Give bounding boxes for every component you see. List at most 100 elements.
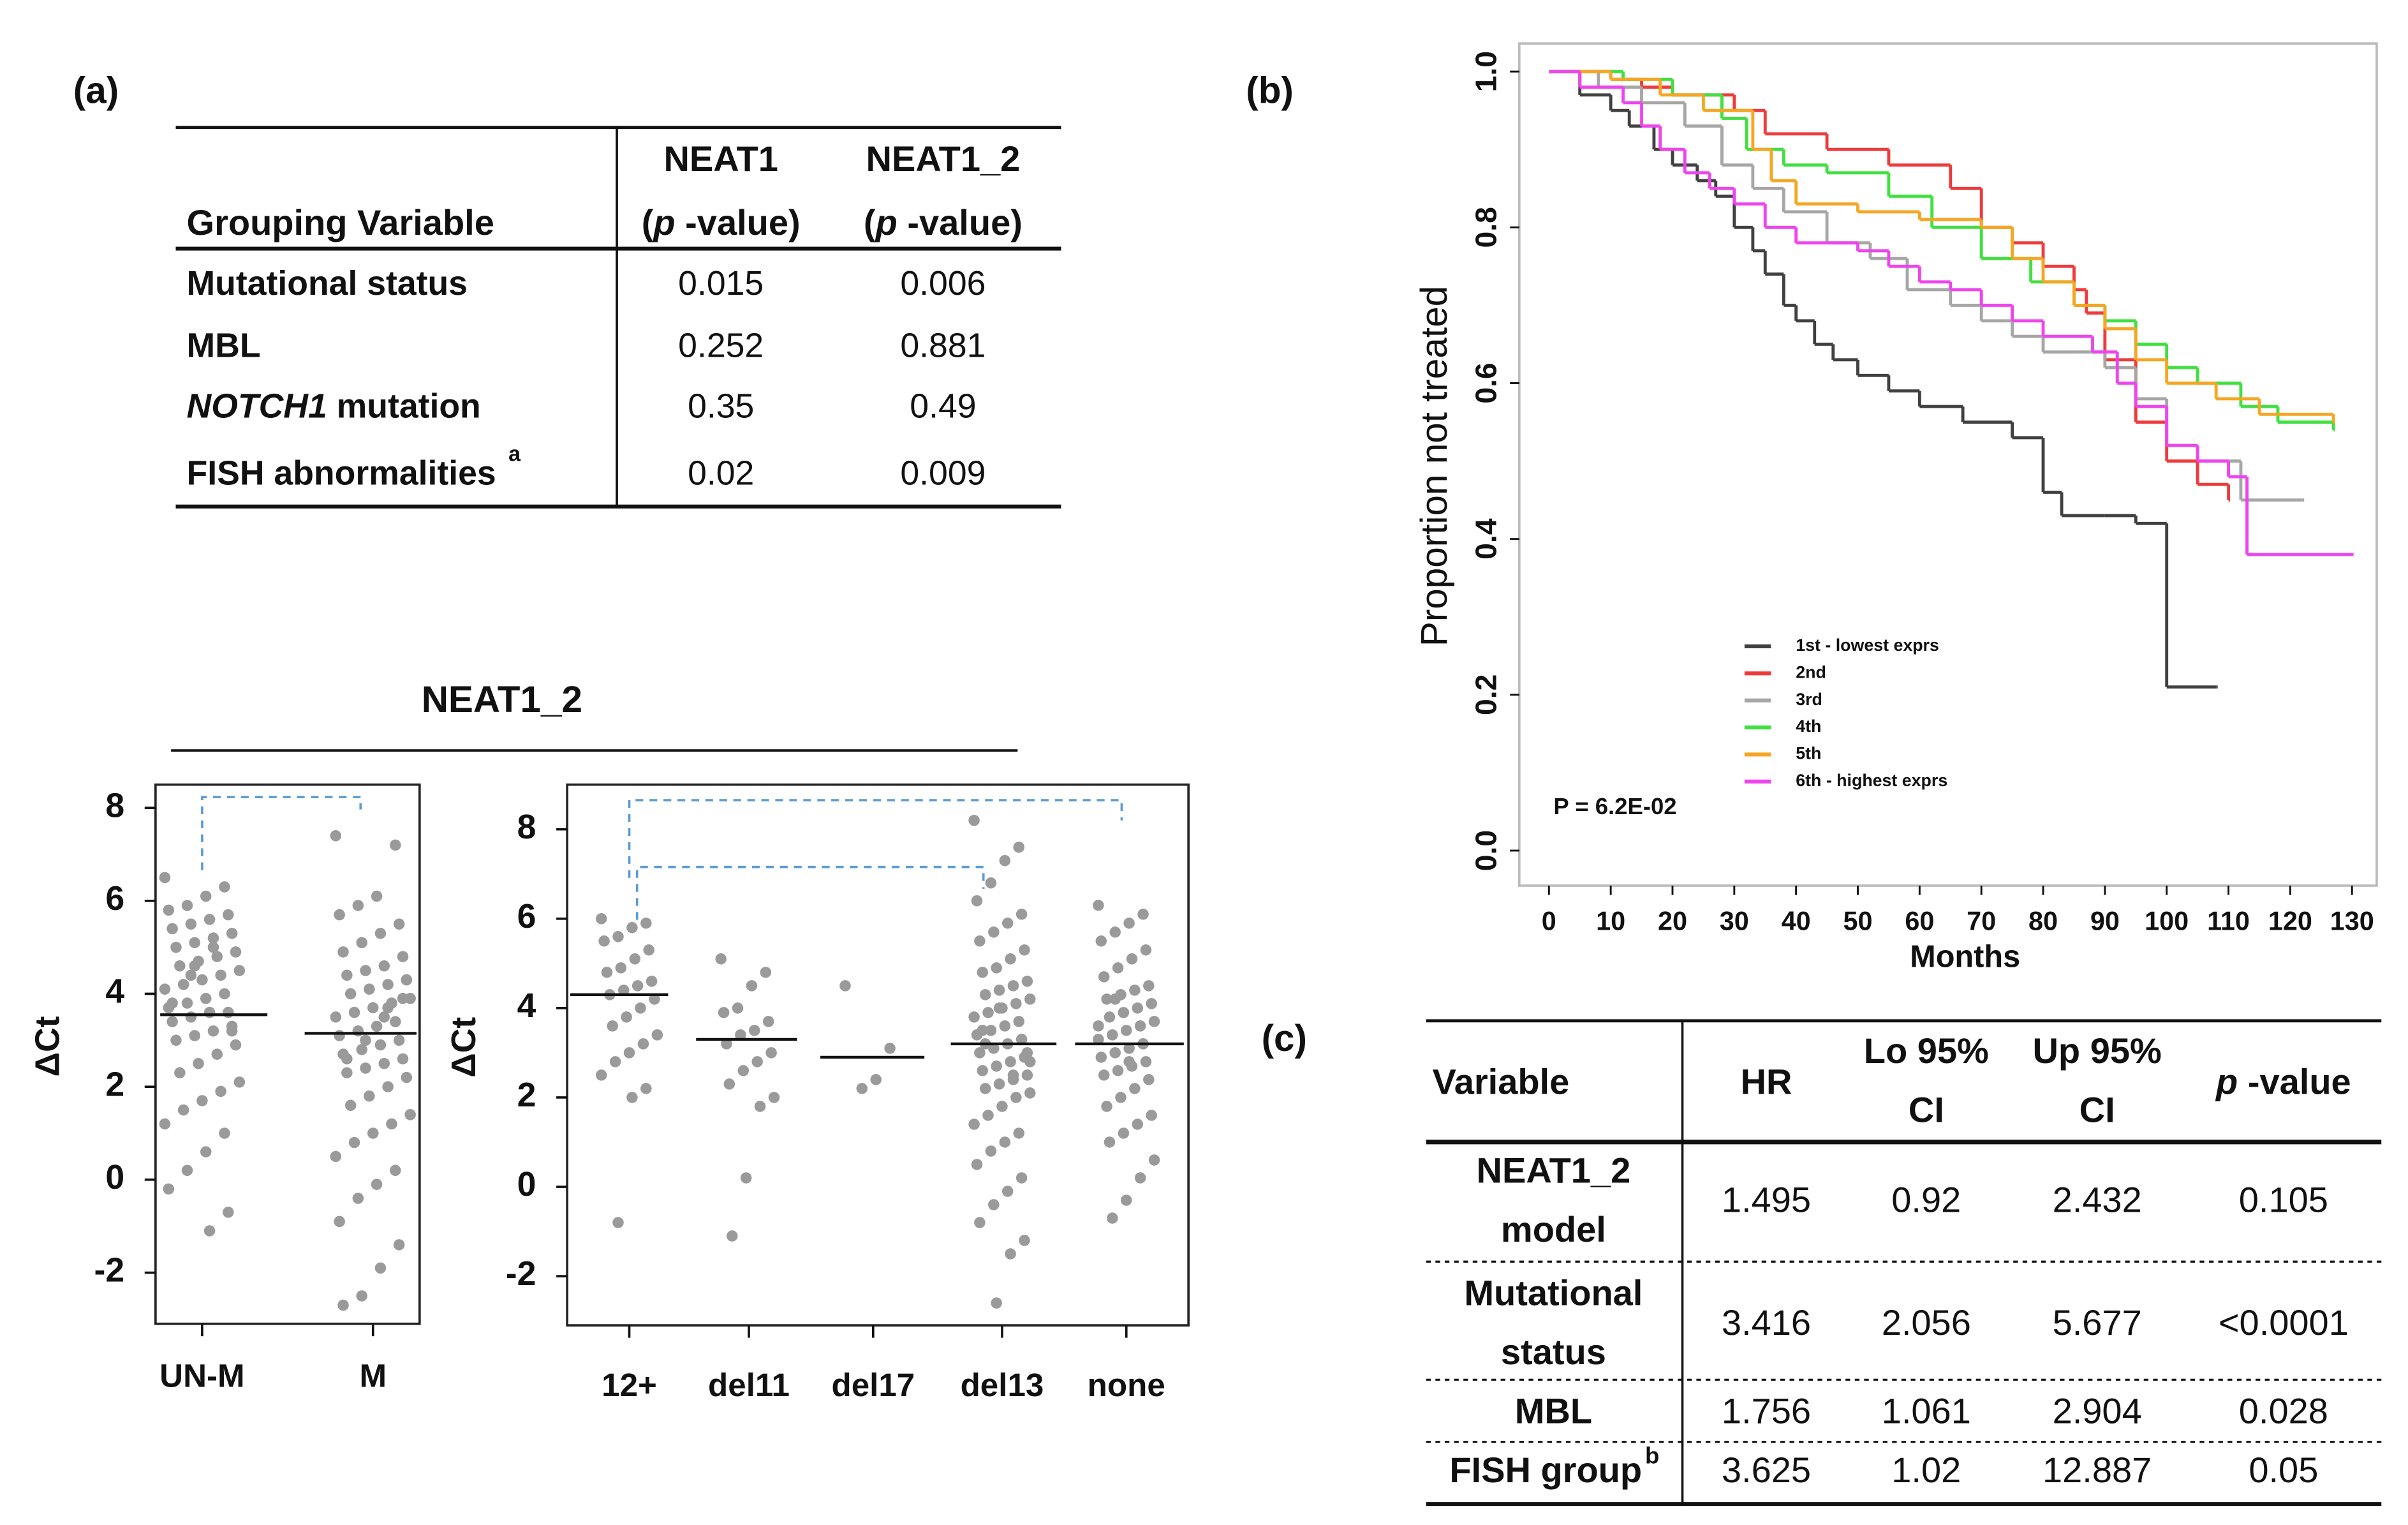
- table-cell: 0.015: [678, 265, 764, 302]
- y-axis-label: Proportion not treated: [1414, 286, 1455, 646]
- data-point: [985, 1025, 997, 1036]
- x-tick-label: 20: [1658, 906, 1687, 935]
- data-point: [219, 1127, 230, 1139]
- data-point: [1104, 1011, 1116, 1023]
- data-point: [595, 913, 607, 925]
- significance-bracket: [628, 799, 1123, 878]
- data-point: [615, 962, 627, 974]
- data-point: [1093, 900, 1104, 911]
- data-point: [1140, 944, 1152, 956]
- data-point: [1093, 1034, 1104, 1045]
- data-point: [612, 1217, 624, 1228]
- data-point: [364, 1090, 375, 1102]
- data-point: [1134, 1020, 1146, 1032]
- data-point: [185, 918, 197, 930]
- data-point: [1112, 962, 1124, 974]
- x-tick-label: 120: [2268, 906, 2312, 935]
- data-point: [751, 1056, 763, 1068]
- data-point: [971, 895, 983, 907]
- table-cell: 1.061: [1882, 1391, 1971, 1431]
- data-point: [993, 985, 1005, 996]
- y-tick-label: 0.6: [1469, 362, 1502, 403]
- data-point: [1013, 841, 1025, 853]
- data-point: [646, 976, 658, 987]
- table-header: p -value: [2215, 1061, 2351, 1101]
- data-point: [360, 1062, 371, 1074]
- data-point: [226, 928, 238, 939]
- x-axis-label: Months: [1910, 939, 2020, 974]
- data-point: [390, 839, 401, 851]
- data-point: [754, 1101, 766, 1112]
- x-tick-label: M: [359, 1357, 387, 1394]
- data-point: [640, 1083, 652, 1094]
- data-point: [715, 953, 727, 965]
- y-tick-label: 6: [105, 880, 124, 918]
- data-point: [991, 1060, 1002, 1072]
- x-tick-label: 40: [1782, 906, 1811, 935]
- legend-label: 6th - highest exprs: [1796, 771, 1947, 790]
- x-tick-label: 12+: [602, 1367, 657, 1403]
- data-point: [749, 1025, 760, 1036]
- data-point: [200, 993, 212, 1004]
- data-point: [360, 965, 371, 976]
- data-point: [393, 1239, 405, 1251]
- data-point: [723, 1078, 735, 1090]
- data-point: [382, 1002, 394, 1014]
- x-tick-label: 100: [2145, 906, 2189, 935]
- data-point: [1005, 1248, 1016, 1260]
- data-point: [174, 1067, 186, 1079]
- data-point: [1123, 1056, 1135, 1068]
- data-point: [974, 935, 986, 947]
- y-tick-label: 6: [517, 898, 536, 935]
- data-point: [637, 1038, 649, 1050]
- table-header: CI: [2079, 1089, 2115, 1129]
- data-point: [765, 1047, 777, 1059]
- data-point: [233, 965, 246, 976]
- x-tick-label: del11: [708, 1367, 790, 1403]
- plot-frame: [566, 783, 1190, 1327]
- data-point: [371, 1179, 383, 1190]
- strip-title: NEAT1_2: [422, 679, 582, 720]
- plot-frame: [154, 783, 421, 1325]
- data-point: [974, 1047, 986, 1059]
- data-point: [968, 1119, 980, 1130]
- data-point: [207, 941, 219, 953]
- data-point: [988, 926, 1000, 938]
- data-point: [344, 988, 357, 1000]
- data-point: [598, 935, 610, 947]
- data-point: [401, 974, 413, 986]
- y-axis-label: ΔCt: [445, 1017, 483, 1078]
- data-point: [397, 1053, 409, 1065]
- panel-label: (b): [1246, 70, 1294, 112]
- panel-label: (a): [73, 70, 119, 112]
- data-point: [219, 988, 230, 1000]
- table-cell: 1.495: [1722, 1180, 1811, 1220]
- data-point: [386, 1118, 397, 1130]
- data-point: [189, 1030, 200, 1041]
- table-header: NEAT1_2: [866, 138, 1021, 179]
- y-tick-label: 0.8: [1469, 207, 1502, 248]
- data-point: [1123, 1043, 1135, 1054]
- row-label: FISH group: [1449, 1450, 1642, 1490]
- data-point: [378, 1011, 390, 1023]
- data-point: [985, 877, 997, 889]
- data-point: [1134, 1172, 1146, 1184]
- legend-label: 1st - lowest exprs: [1796, 636, 1939, 655]
- y-tick-label: 0.0: [1469, 830, 1502, 871]
- data-point: [601, 967, 613, 978]
- data-point: [374, 928, 387, 939]
- data-point: [393, 918, 405, 930]
- table-cell: 0.028: [2239, 1391, 2328, 1431]
- y-tick-label: 4: [105, 973, 124, 1011]
- data-point: [982, 1007, 994, 1018]
- data-point: [612, 931, 624, 942]
- data-point: [374, 1039, 387, 1051]
- data-point: [968, 1011, 980, 1023]
- data-point: [207, 1025, 219, 1037]
- data-point: [1101, 1101, 1112, 1112]
- data-point: [1016, 1172, 1028, 1184]
- data-point: [1109, 926, 1121, 938]
- y-tick-label: 0: [105, 1159, 124, 1196]
- data-point: [740, 1172, 752, 1184]
- legend-label: 2nd: [1796, 662, 1826, 681]
